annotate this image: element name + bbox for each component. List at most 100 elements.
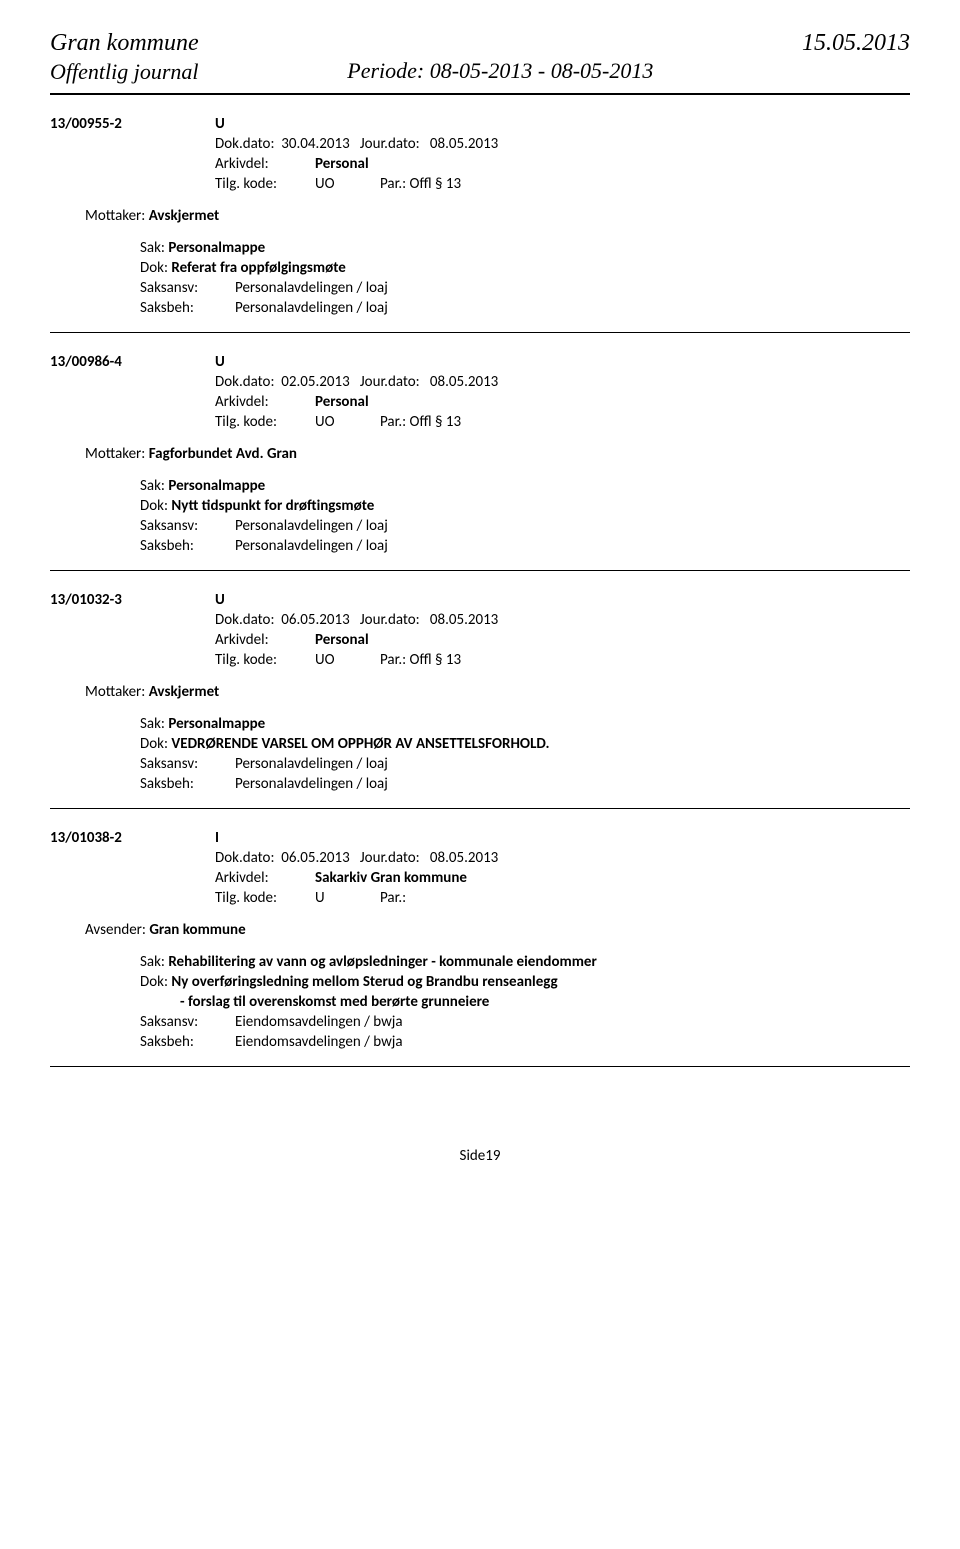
- header-date: 15.05.2013: [802, 30, 910, 57]
- jour-dato-label: Jour.dato:: [360, 611, 420, 629]
- dok-row: Dok: Referat fra oppfølgingsmøte: [50, 259, 910, 277]
- dok-dato-label: Dok.dato:: [215, 611, 274, 629]
- arkivdel-row: Arkivdel:Personal: [50, 155, 910, 173]
- arkivdel-value: Sakarkiv Gran kommune: [315, 869, 467, 887]
- saksbeh-label: Saksbeh:: [140, 1033, 235, 1051]
- header-left: Gran kommune Offentlig journal: [50, 30, 199, 85]
- recipient-value: Avskjermet: [149, 207, 220, 225]
- recipient-label: Mottaker:: [85, 683, 145, 701]
- dok-label: Dok:: [140, 973, 168, 991]
- sak-row: Sak: Rehabilitering av vann og avløpsled…: [50, 953, 910, 971]
- dok-dato-value: 06.05.2013: [281, 611, 349, 629]
- entry-divider: [50, 570, 910, 571]
- arkivdel-label: Arkivdel:: [215, 869, 315, 887]
- arkivdel-row: Arkivdel:Personal: [50, 631, 910, 649]
- tilg-kode-label: Tilg. kode:: [215, 175, 315, 193]
- par-value: Offl § 13: [410, 413, 462, 431]
- periode-label: Periode: 08-05-2013 - 08-05-2013: [199, 58, 802, 84]
- entry-divider: [50, 332, 910, 333]
- saksansv-value: Personalavdelingen / loaj: [235, 517, 388, 535]
- sak-label: Sak:: [140, 715, 165, 733]
- arkivdel-row: Arkivdel:Personal: [50, 393, 910, 411]
- entry-header-row: 13/01032-3U: [50, 591, 910, 609]
- dok-continuation: - forslag til overenskomst med berørte g…: [50, 993, 910, 1011]
- dok-dato-row: Dok.dato: 30.04.2013 Jour.dato: 08.05.20…: [50, 135, 910, 153]
- journal-title: Offentlig journal: [50, 59, 199, 85]
- saksansv-label: Saksansv:: [140, 755, 235, 773]
- tilg-kode-row: Tilg. kode:UPar.:: [50, 889, 910, 907]
- recipient-row: Avsender: Gran kommune: [50, 921, 910, 939]
- tilg-kode-label: Tilg. kode:: [215, 413, 315, 431]
- par-value: Offl § 13: [410, 651, 462, 669]
- recipient-value: Fagforbundet Avd. Gran: [149, 445, 297, 463]
- par-label: Par.:: [380, 175, 406, 193]
- dok-value: Referat fra oppfølgingsmøte: [171, 259, 345, 277]
- jour-dato-value: 08.05.2013: [430, 135, 498, 153]
- jour-dato-label: Jour.dato:: [360, 135, 420, 153]
- saksansv-row: Saksansv:Personalavdelingen / loaj: [50, 517, 910, 535]
- jour-dato-label: Jour.dato:: [360, 849, 420, 867]
- entry-divider: [50, 1066, 910, 1067]
- dok-dato-label: Dok.dato:: [215, 373, 274, 391]
- dok-value: Ny overføringsledning mellom Sterud og B…: [171, 973, 557, 991]
- par-label: Par.:: [380, 413, 406, 431]
- saksbeh-label: Saksbeh:: [140, 537, 235, 555]
- sak-label: Sak:: [140, 953, 165, 971]
- tilg-kode-value: UO: [315, 651, 380, 669]
- recipient-row: Mottaker: Avskjermet: [50, 683, 910, 701]
- dok-value: VEDRØRENDE VARSEL OM OPPHØR AV ANSETTELS…: [171, 735, 549, 753]
- dok-dato-row: Dok.dato: 06.05.2013 Jour.dato: 08.05.20…: [50, 849, 910, 867]
- dok-dato-label: Dok.dato:: [215, 135, 274, 153]
- saksansv-value: Personalavdelingen / loaj: [235, 755, 388, 773]
- dok-dato-row: Dok.dato: 02.05.2013 Jour.dato: 08.05.20…: [50, 373, 910, 391]
- recipient-value: Avskjermet: [149, 683, 220, 701]
- saksansv-value: Eiendomsavdelingen / bwja: [235, 1013, 403, 1031]
- page-number: Side19: [50, 1147, 910, 1165]
- case-number: 13/01038-2: [50, 829, 215, 847]
- case-number: 13/00955-2: [50, 115, 215, 133]
- tilg-kode-value: UO: [315, 175, 380, 193]
- jour-dato-value: 08.05.2013: [430, 611, 498, 629]
- recipient-row: Mottaker: Avskjermet: [50, 207, 910, 225]
- case-number: 13/00986-4: [50, 353, 215, 371]
- entry-type: U: [215, 115, 225, 133]
- recipient-value: Gran kommune: [149, 921, 245, 939]
- tilg-kode-label: Tilg. kode:: [215, 651, 315, 669]
- dok-dato-value: 06.05.2013: [281, 849, 349, 867]
- entry-header-row: 13/01038-2I: [50, 829, 910, 847]
- dok-label: Dok:: [140, 735, 168, 753]
- dok-label: Dok:: [140, 497, 168, 515]
- entry-header-row: 13/00955-2U: [50, 115, 910, 133]
- saksbeh-row: Saksbeh:Personalavdelingen / loaj: [50, 775, 910, 793]
- recipient-row: Mottaker: Fagforbundet Avd. Gran: [50, 445, 910, 463]
- saksansv-row: Saksansv:Eiendomsavdelingen / bwja: [50, 1013, 910, 1031]
- dok-dato-row: Dok.dato: 06.05.2013 Jour.dato: 08.05.20…: [50, 611, 910, 629]
- case-number: 13/01032-3: [50, 591, 215, 609]
- dok-label: Dok:: [140, 259, 168, 277]
- arkivdel-row: Arkivdel:Sakarkiv Gran kommune: [50, 869, 910, 887]
- entries-container: 13/00955-2UDok.dato: 30.04.2013 Jour.dat…: [50, 115, 910, 1067]
- header-divider: [50, 93, 910, 95]
- sak-value: Personalmappe: [168, 715, 265, 733]
- entry-type: U: [215, 353, 225, 371]
- tilg-kode-row: Tilg. kode:UOPar.: Offl § 13: [50, 651, 910, 669]
- jour-dato-label: Jour.dato:: [360, 373, 420, 391]
- tilg-kode-row: Tilg. kode:UOPar.: Offl § 13: [50, 413, 910, 431]
- saksansv-label: Saksansv:: [140, 1013, 235, 1031]
- recipient-label: Avsender:: [85, 921, 146, 939]
- jour-dato-value: 08.05.2013: [430, 849, 498, 867]
- saksansv-row: Saksansv:Personalavdelingen / loaj: [50, 279, 910, 297]
- page-header: Gran kommune Offentlig journal Periode: …: [50, 30, 910, 85]
- sak-row: Sak: Personalmappe: [50, 477, 910, 495]
- sak-row: Sak: Personalmappe: [50, 715, 910, 733]
- entry-divider: [50, 808, 910, 809]
- dok-row: Dok: VEDRØRENDE VARSEL OM OPPHØR AV ANSE…: [50, 735, 910, 753]
- saksbeh-value: Personalavdelingen / loaj: [235, 775, 388, 793]
- saksansv-label: Saksansv:: [140, 517, 235, 535]
- journal-entry: 13/01038-2I Dok.dato: 06.05.2013 Jour.dat…: [50, 829, 910, 1051]
- sak-value: Personalmappe: [168, 239, 265, 257]
- dok-row: Dok: Nytt tidspunkt for drøftingsmøte: [50, 497, 910, 515]
- jour-dato-value: 08.05.2013: [430, 373, 498, 391]
- dok-value: Nytt tidspunkt for drøftingsmøte: [171, 497, 374, 515]
- sak-value: Personalmappe: [168, 477, 265, 495]
